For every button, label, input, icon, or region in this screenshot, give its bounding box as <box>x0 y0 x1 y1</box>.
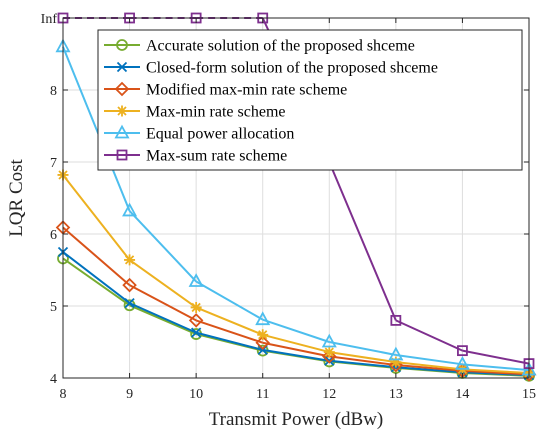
series-line-segment <box>129 284 197 322</box>
data-point-marker <box>390 314 402 326</box>
axis-ticks: 8 9 10 11 12 13 14 15 4 5 6 7 8 Inf <box>41 12 536 402</box>
x-tick-label: 9 <box>126 387 133 402</box>
series-line-segment <box>62 46 131 212</box>
series-line-segment <box>129 304 197 335</box>
series-line-segment <box>195 331 263 351</box>
x-tick-label: 15 <box>522 387 536 402</box>
x-tick-label: 11 <box>256 387 269 402</box>
series-line-segment <box>62 257 131 307</box>
legend-label: Equal power allocation <box>146 126 294 143</box>
data-point-marker <box>322 349 337 364</box>
series-line-segment <box>328 161 397 321</box>
y-tick-label: Inf <box>41 12 58 27</box>
series-line-segment <box>195 319 264 344</box>
series-line-segment <box>462 349 530 365</box>
data-point-marker <box>124 297 135 309</box>
data-point-marker <box>255 311 271 326</box>
data-point-marker <box>388 346 404 361</box>
data-point-marker <box>390 356 402 368</box>
x-tick-label: 13 <box>389 387 403 402</box>
data-point-marker <box>188 273 204 287</box>
data-point-marker <box>124 254 136 266</box>
legend-entry: Max-sum rate scheme <box>104 148 287 165</box>
data-point-marker <box>122 202 138 217</box>
series-line-segment <box>129 302 197 334</box>
series-line-segment <box>262 333 330 354</box>
series-line-segment <box>128 259 197 309</box>
x-tick-label: 8 <box>60 387 67 402</box>
y-tick-label: 4 <box>50 372 57 387</box>
data-point-marker <box>321 333 337 348</box>
legend-marker <box>116 149 128 161</box>
data-point-marker <box>191 327 202 338</box>
series-line-segment <box>262 341 330 358</box>
series-line-segment <box>62 174 131 261</box>
y-tick-label: 8 <box>50 84 57 99</box>
series-line-segment <box>195 280 264 321</box>
series-line-segment <box>395 366 463 374</box>
y-axis-title: LQR Cost <box>6 158 27 236</box>
x-axis-title: Transmit Power (dBw) <box>209 409 384 430</box>
legend-label: Closed-form solution of the proposed shc… <box>146 60 438 77</box>
legend-label: Max-min rate scheme <box>146 104 286 121</box>
y-tick-label: 7 <box>50 156 57 171</box>
data-point-marker <box>122 277 137 293</box>
series-line-segment <box>195 306 264 336</box>
legend-entry: Closed-form solution of the proposed shc… <box>104 60 438 77</box>
series-line-segment <box>462 363 530 372</box>
series-line-segment <box>62 226 131 286</box>
data-point-marker <box>457 345 468 357</box>
legend-marker <box>116 39 128 51</box>
series-line-segment <box>329 341 397 356</box>
legend-entry: Equal power allocation <box>104 124 294 143</box>
legend-marker <box>114 124 130 139</box>
data-point-marker <box>257 329 269 341</box>
data-point-marker <box>323 346 335 358</box>
y-tick-label: 5 <box>50 300 57 315</box>
legend-marker <box>116 61 128 73</box>
series-line-segment <box>262 318 330 343</box>
legend: Accurate solution of the proposed shceme… <box>97 29 523 171</box>
y-tick-label: 6 <box>50 228 57 243</box>
series-4 <box>57 169 535 379</box>
series-line-segment <box>462 369 530 376</box>
series-line-segment <box>395 364 463 372</box>
legend-entry: Modified max-min rate scheme <box>104 82 347 99</box>
legend-entry: Accurate solution of the proposed shceme <box>104 38 415 55</box>
x-tick-label: 12 <box>322 387 336 402</box>
legend-label: Max-sum rate scheme <box>146 148 287 165</box>
x-tick-label: 14 <box>455 387 469 402</box>
data-point-marker <box>190 301 202 313</box>
series-line-segment <box>395 361 463 371</box>
series-line-segment <box>395 319 463 352</box>
legend-marker <box>114 81 130 97</box>
series-line-segment <box>62 251 131 304</box>
data-point-marker <box>188 313 204 328</box>
legend-box <box>97 29 523 171</box>
legend-marker <box>116 105 128 117</box>
series-line-segment <box>395 353 463 366</box>
series-line-segment <box>128 210 197 283</box>
series-line-segment <box>329 355 396 367</box>
series-line-segment <box>262 348 330 362</box>
legend-label: Modified max-min rate scheme <box>146 82 347 99</box>
legend-entry: Max-min rate scheme <box>104 104 286 121</box>
plot-frame <box>62 17 530 379</box>
data-point-marker <box>454 355 470 370</box>
series-line-segment <box>462 368 530 374</box>
series-line-segment <box>329 351 397 364</box>
series-line-segment <box>329 359 396 369</box>
data-point-marker <box>255 335 270 350</box>
legend-label: Accurate solution of the proposed shceme <box>146 38 415 55</box>
x-tick-label: 10 <box>189 387 203 402</box>
